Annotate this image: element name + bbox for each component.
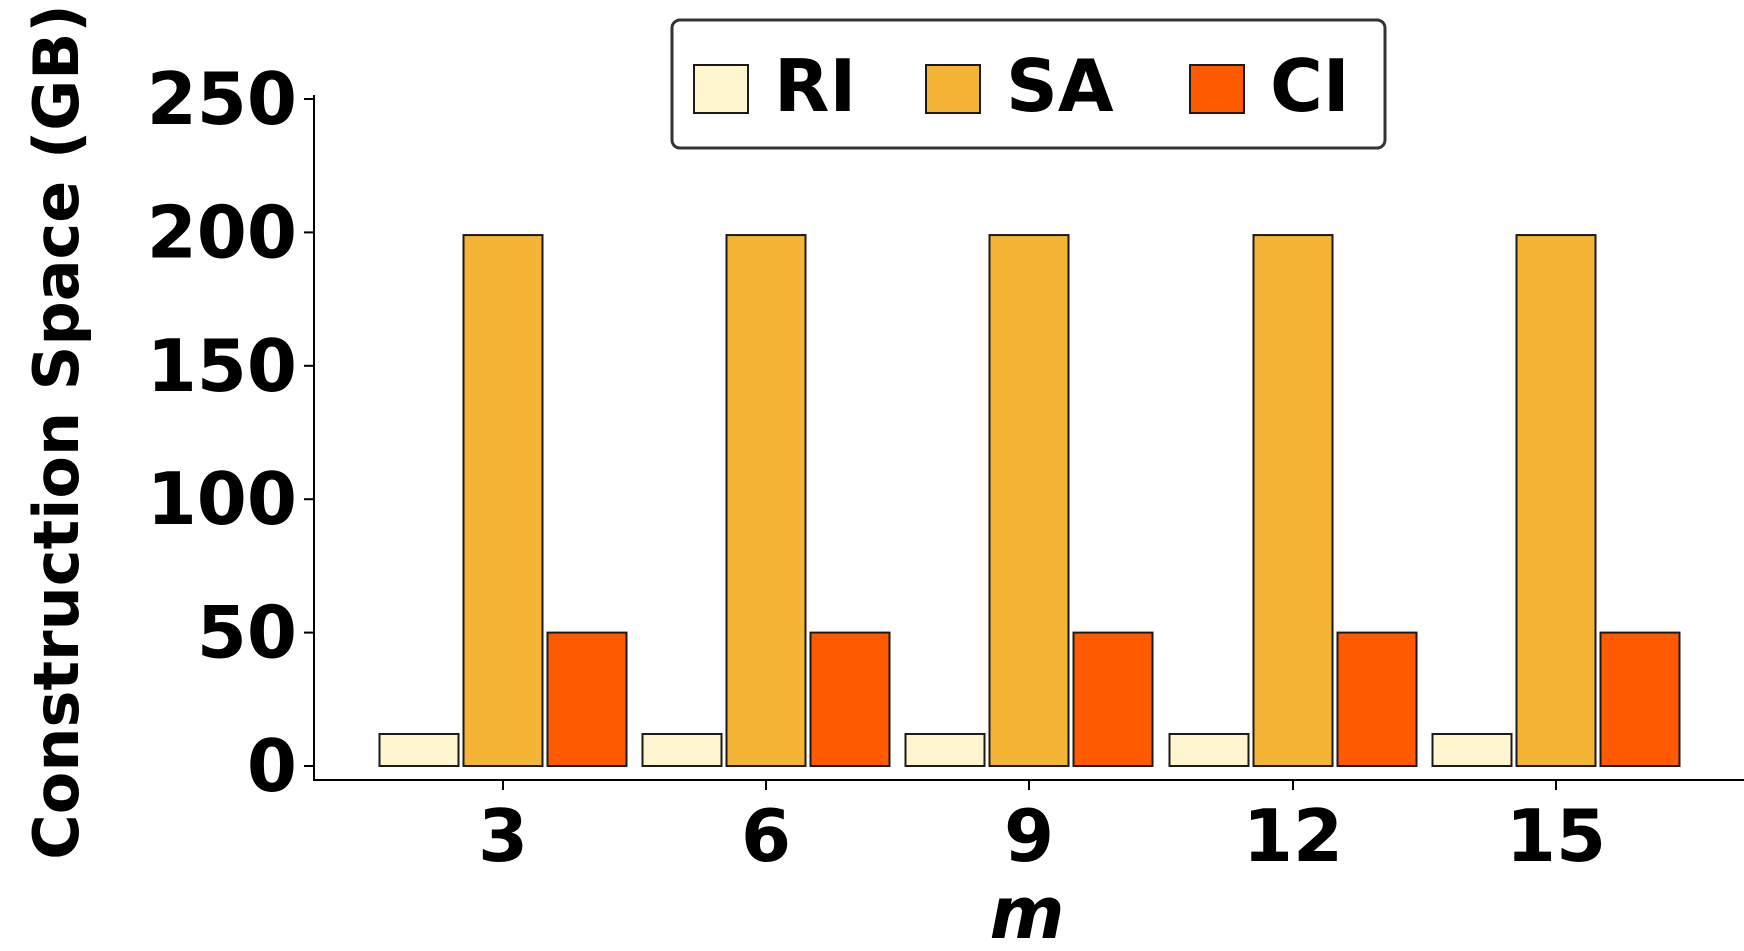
legend-frame [670,18,1387,150]
x-tick-label: 3 [478,794,528,878]
bar-ci-m3 [546,631,628,767]
y-tick-label: 200 [147,190,297,274]
legend-swatch-ci [1189,64,1245,114]
bar-ci-m12 [1336,631,1418,767]
bar-ci-m15 [1599,631,1681,767]
x-tick-label: 9 [1004,794,1054,878]
y-axis-label: Construction Space (GB) [20,4,93,860]
bars-group [378,234,1681,768]
bar-sa-m12 [1252,234,1334,767]
legend-label-ci: CI [1270,44,1350,128]
y-tick-label: 250 [147,57,297,141]
bar-sa-m6 [725,234,807,767]
bar-ri-m12 [1168,732,1250,768]
bar-ri-m6 [641,732,723,768]
bar-ci-m9 [1072,631,1154,767]
bar-ri-m9 [904,732,986,768]
y-tick-label: 150 [147,324,297,408]
x-tick-label: 6 [741,794,791,878]
y-ticks-group: 0 50 100 150 200 250 [147,57,314,808]
y-tick-label: 100 [147,457,297,541]
bar-ri-m15 [1431,732,1513,768]
bar-sa-m9 [988,234,1070,767]
legend: RI SA CI [670,18,1387,150]
legend-swatch-sa [925,64,981,114]
y-tick-label: 0 [247,724,297,808]
legend-swatch-ri [693,64,749,114]
x-ticks-group: 3 6 9 12 15 [478,780,1606,878]
legend-label-sa: SA [1006,44,1114,128]
bar-ri-m3 [378,732,460,768]
bar-sa-m15 [1515,234,1597,767]
x-tick-label: 15 [1506,794,1606,878]
y-tick-label: 50 [197,591,297,675]
x-tick-label: 12 [1243,794,1343,878]
bar-sa-m3 [462,234,544,767]
x-axis-label: m [989,871,1064,951]
legend-label-ri: RI [774,44,856,128]
bar-ci-m6 [809,631,891,767]
